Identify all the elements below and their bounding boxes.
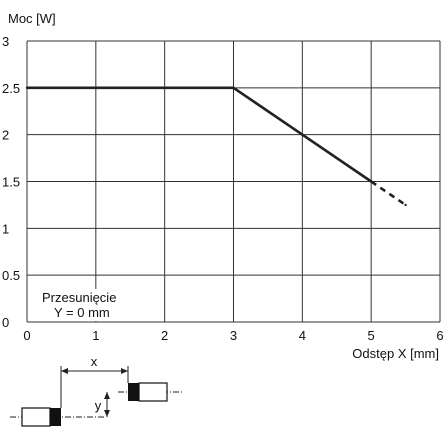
x-tick-label-5: 5 [368, 328, 375, 343]
data-point-1-1 [404, 203, 407, 207]
x-tick-label-2: 2 [161, 328, 168, 343]
y-arrow-bottom [104, 410, 110, 417]
sensor-offset-diagram: x y [10, 354, 182, 427]
series-lines [25, 86, 407, 207]
x-tick-label-3: 3 [230, 328, 237, 343]
right-sensor-face [128, 383, 139, 401]
data-point-0-1 [232, 86, 235, 90]
x-tick-label-0: 0 [23, 328, 30, 343]
y-tick-label-2: 1 [2, 221, 9, 236]
y-tick-label-0: 0 [2, 315, 9, 330]
data-point-0-0 [25, 86, 29, 90]
tick-labels: 0 1 2 3 4 5 6 0 0.5 1 1.5 2 2.5 3 [2, 34, 443, 343]
left-sensor-face [50, 408, 61, 426]
x-arrow-right [121, 368, 128, 374]
series-line-dashed [370, 180, 407, 206]
data-point-1-0 [369, 180, 373, 183]
y-tick-label-6: 3 [2, 34, 9, 49]
x-axis-title: Odstęp X [mm] [352, 346, 439, 361]
offset-annotation: Przesunięcie Y = 0 mm [34, 289, 134, 321]
x-arrow-left [61, 368, 68, 374]
x-tick-label-4: 4 [299, 328, 306, 343]
annotation-line-1: Przesunięcie [42, 290, 116, 305]
y-axis-title: Moc [W] [8, 11, 56, 26]
annotation-background [34, 289, 134, 321]
y-tick-label-4: 2 [2, 128, 9, 143]
y-tick-label-1: 0.5 [2, 268, 20, 283]
annotation-line-2: Y = 0 mm [54, 305, 110, 320]
grid [26, 40, 441, 323]
y-dimension-label: y [95, 398, 102, 413]
right-sensor-body [138, 382, 168, 402]
x-tick-label-1: 1 [92, 328, 99, 343]
y-arrow-top [104, 392, 110, 399]
y-tick-label-5: 2.5 [2, 81, 20, 96]
left-sensor-body [21, 407, 51, 427]
y-tick-label-3: 1.5 [2, 175, 20, 190]
x-tick-label-6: 6 [436, 328, 443, 343]
x-dimension-label: x [91, 354, 98, 369]
